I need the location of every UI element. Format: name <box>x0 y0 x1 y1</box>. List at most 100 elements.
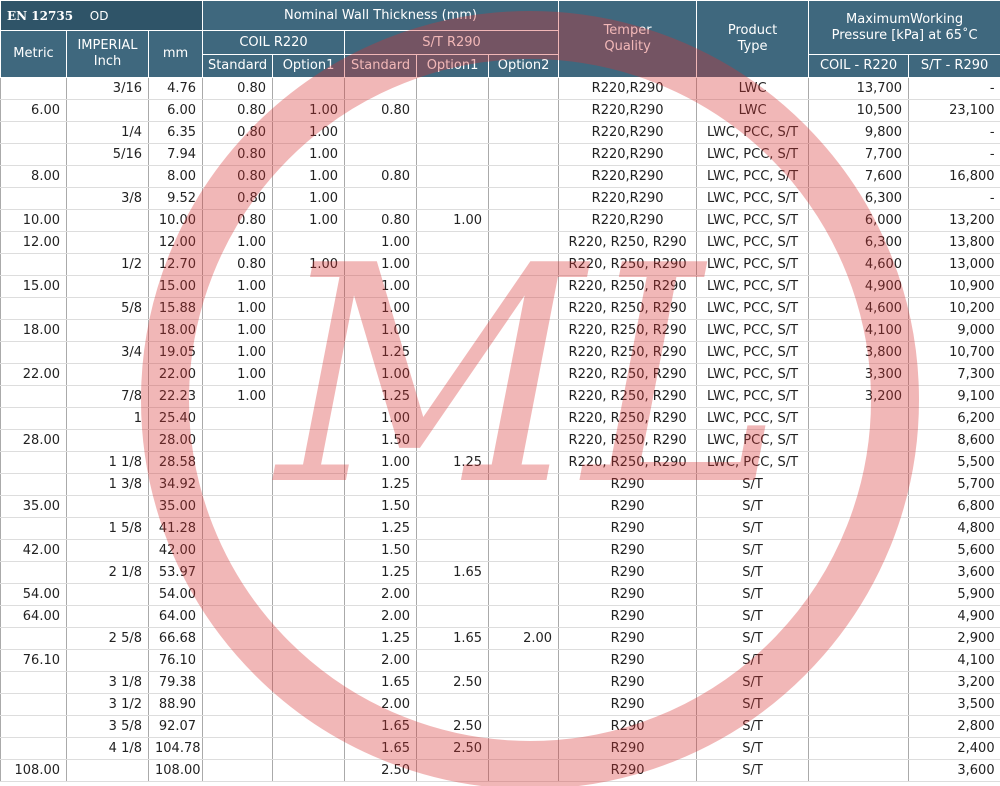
cell: - <box>908 121 1000 144</box>
cell <box>202 517 273 540</box>
cell <box>416 407 489 430</box>
cell: R220, R250, R290 <box>558 407 697 430</box>
cell <box>416 253 489 276</box>
cell: 18.00 <box>0 319 67 342</box>
cell: 5,500 <box>908 451 1000 474</box>
cell <box>0 451 67 474</box>
cell: 3,200 <box>908 671 1000 694</box>
cell <box>66 231 149 254</box>
cell: 1.65 <box>344 671 417 694</box>
cell <box>272 759 345 782</box>
cell: 1.25 <box>344 517 417 540</box>
cell: 8.00 <box>0 165 67 188</box>
cell: 0.80 <box>202 187 273 210</box>
cell: 64.00 <box>0 605 67 628</box>
cell: R220, R250, R290 <box>558 275 697 298</box>
cell <box>272 231 345 254</box>
cell <box>488 517 559 540</box>
cell <box>416 539 489 562</box>
table-row: 3/4 19.05 1.00 1.25 R220, R250, R290 LWC, PCC… <box>0 341 1000 364</box>
cell <box>0 473 67 496</box>
table-row: 1/2 12.70 0.80 1.00 1.00 R220, R250, R290 LWC,… <box>0 253 1000 276</box>
cell <box>66 363 149 386</box>
table-row: 1 3/8 34.92 1.25 R290 S/T 5,700 <box>0 473 1000 496</box>
cell: 6,000 <box>808 209 909 232</box>
cell <box>488 99 559 122</box>
cell <box>272 693 345 716</box>
cell: 2,900 <box>908 627 1000 650</box>
cell <box>272 517 345 540</box>
cell <box>488 759 559 782</box>
cell <box>272 385 345 408</box>
cell <box>202 627 273 650</box>
cell: R220,R290 <box>558 209 697 232</box>
cell: 1.25 <box>416 451 489 474</box>
cell: 3 1/2 <box>66 693 149 716</box>
cell: R220,R290 <box>558 187 697 210</box>
cell: 3 5/8 <box>66 715 149 738</box>
cell <box>416 495 489 518</box>
cell: 1.65 <box>344 737 417 760</box>
cell <box>66 99 149 122</box>
cell: 6.35 <box>147 121 203 144</box>
cell: R220, R250, R290 <box>558 253 697 276</box>
table-row: 8.00 8.00 0.80 1.00 0.80 R220,R290 LWC, PCC, S… <box>0 165 1000 188</box>
cell <box>202 671 273 694</box>
cell <box>344 121 417 144</box>
cell <box>488 143 559 166</box>
table-row: 15.00 15.00 1.00 1.00 R220, R250, R290 LWC, P… <box>0 275 1000 298</box>
cell: 6,200 <box>908 407 1000 430</box>
header-cell: S/T - R290 <box>908 54 1000 78</box>
cell: R220,R290 <box>558 99 697 122</box>
cell: LWC, PCC, S/T <box>696 209 809 232</box>
cell: 4 1/8 <box>66 737 149 760</box>
cell: 2 5/8 <box>66 627 149 650</box>
cell: R290 <box>558 759 697 782</box>
cell <box>272 627 345 650</box>
cell: 2.00 <box>344 693 417 716</box>
cell <box>0 737 67 760</box>
cell: 16,800 <box>908 165 1000 188</box>
cell: 10.00 <box>147 209 203 232</box>
cell <box>272 341 345 364</box>
cell: 13,700 <box>808 77 909 100</box>
cell: LWC, PCC, S/T <box>696 363 809 386</box>
cell: 12.00 <box>147 231 203 254</box>
cell: 1 1/8 <box>66 451 149 474</box>
table-row: 1 25.40 1.00 R220, R250, R290 LWC, PCC, S/T 6… <box>0 407 1000 430</box>
cell: 25.40 <box>147 407 203 430</box>
header-cell: Option1 <box>416 54 490 78</box>
cell: S/T <box>696 649 809 672</box>
cell <box>416 649 489 672</box>
cell: R290 <box>558 627 697 650</box>
cell <box>202 561 273 584</box>
cell: 10,900 <box>908 275 1000 298</box>
cell: 1.00 <box>416 209 489 232</box>
cell: 4,100 <box>908 649 1000 672</box>
header-cell: S/T R290 <box>344 30 560 55</box>
cell: 3,600 <box>908 759 1000 782</box>
cell: 34.92 <box>147 473 203 496</box>
cell <box>202 715 273 738</box>
cell <box>272 539 345 562</box>
table-row: 3 1/8 79.38 1.65 2.50 R290 S/T 3,200 <box>0 671 1000 694</box>
cell: S/T <box>696 539 809 562</box>
cell <box>416 583 489 606</box>
cell: R290 <box>558 715 697 738</box>
table-row: 10.00 10.00 0.80 1.00 0.80 1.00 R220,R290 LWC, … <box>0 209 1000 232</box>
cell <box>416 363 489 386</box>
cell <box>488 165 559 188</box>
cell: 0.80 <box>344 165 417 188</box>
cell <box>0 297 67 320</box>
cell: S/T <box>696 583 809 606</box>
header-cell: Standard <box>202 54 274 78</box>
cell <box>488 209 559 232</box>
cell <box>416 759 489 782</box>
cell: 5,600 <box>908 539 1000 562</box>
cell <box>344 77 417 100</box>
cell: LWC, PCC, S/T <box>696 429 809 452</box>
cell: S/T <box>696 627 809 650</box>
cell <box>0 517 67 540</box>
cell: 0.80 <box>202 253 273 276</box>
table-row: 1 5/8 41.28 1.25 R290 S/T 4,800 <box>0 517 1000 540</box>
